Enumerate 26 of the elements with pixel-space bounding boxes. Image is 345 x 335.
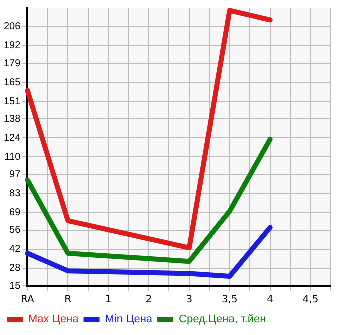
y-tick-label: 69 xyxy=(10,208,22,219)
x-tick-label: 3,5 xyxy=(222,294,238,306)
x-tick-label: 2 xyxy=(146,294,152,306)
y-tick-label: 15 xyxy=(10,280,22,292)
y-tick-label: 206 xyxy=(4,22,22,33)
y-tick-label: 42 xyxy=(10,244,22,256)
y-tick-label: 192 xyxy=(4,40,22,52)
x-tick-label: 3 xyxy=(186,294,193,306)
y-tick-label: 56 xyxy=(10,225,22,236)
y-tick-label: 151 xyxy=(4,96,22,108)
y-tick-label: 110 xyxy=(4,152,22,163)
x-tick-label: 1 xyxy=(105,294,112,306)
x-tick-label: 4,5 xyxy=(302,294,319,306)
y-tick-label: 138 xyxy=(4,114,22,125)
x-tick-label: RA xyxy=(20,294,35,306)
y-tick-label: 179 xyxy=(4,58,22,70)
y-tick-label: 124 xyxy=(4,132,22,144)
x-tick-label: R xyxy=(64,294,72,306)
legend-label: Max Цена xyxy=(28,314,80,326)
y-tick-label: 83 xyxy=(10,188,22,200)
legend-label: Сред.Цена, т.йен xyxy=(179,314,266,326)
y-tick-label: 28 xyxy=(10,263,22,274)
legend-label: Min Цена xyxy=(105,314,154,326)
x-tick-label: 4 xyxy=(267,294,274,306)
y-tick-label: 165 xyxy=(4,77,22,88)
y-tick-label: 97 xyxy=(10,170,22,181)
